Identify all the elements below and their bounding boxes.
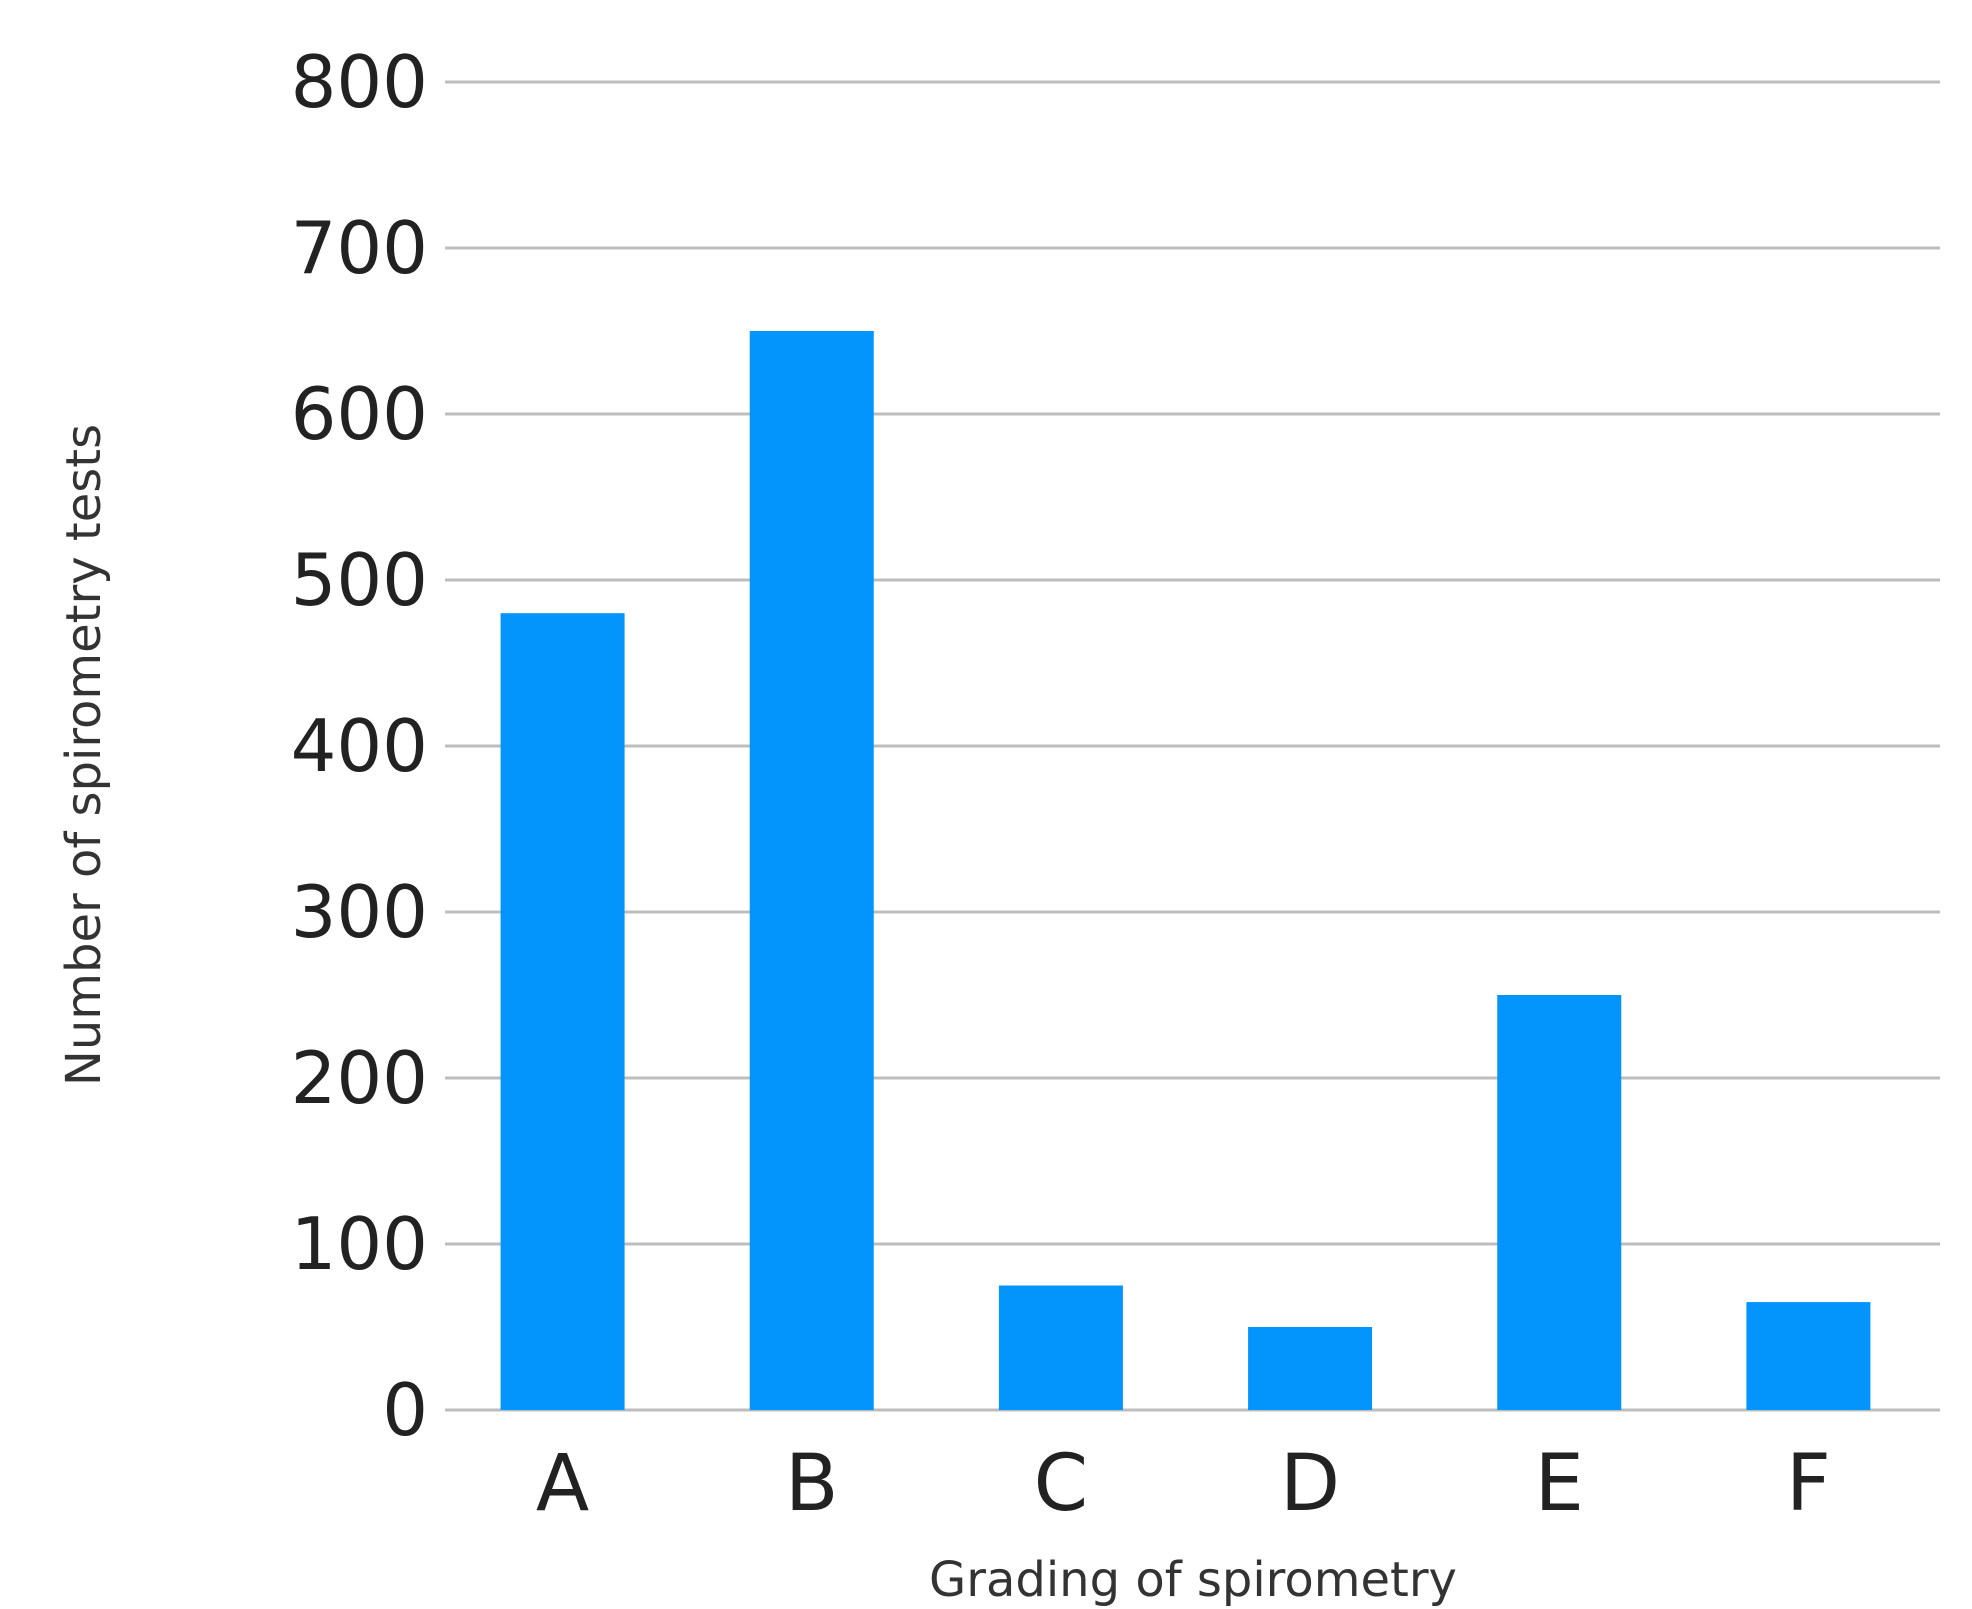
y-axis-label: Number of spirometry tests bbox=[56, 424, 112, 1086]
y-tick-label: 400 bbox=[291, 704, 428, 788]
y-tick-label: 100 bbox=[291, 1202, 428, 1286]
x-axis-ticks: A B C D E F bbox=[536, 1439, 1831, 1529]
y-tick-label: 0 bbox=[382, 1368, 428, 1452]
x-tick-label: B bbox=[785, 1439, 839, 1529]
bar-d bbox=[1248, 1327, 1373, 1410]
x-tick-label: E bbox=[1535, 1439, 1584, 1529]
bars bbox=[500, 331, 1871, 1410]
y-tick-label: 500 bbox=[291, 538, 428, 622]
x-tick-label: C bbox=[1034, 1439, 1088, 1529]
bar-c bbox=[998, 1285, 1123, 1410]
bar-b bbox=[749, 331, 874, 1410]
y-tick-label: 200 bbox=[291, 1036, 428, 1120]
x-axis-label: Grading of spirometry bbox=[929, 1552, 1457, 1608]
gridlines bbox=[445, 80, 1940, 1412]
y-tick-label: 600 bbox=[291, 372, 428, 456]
bar-a bbox=[500, 613, 625, 1410]
x-tick-label: D bbox=[1280, 1439, 1340, 1529]
y-tick-label: 700 bbox=[291, 206, 428, 290]
y-tick-label: 300 bbox=[291, 870, 428, 954]
bar-f bbox=[1746, 1302, 1871, 1410]
x-tick-label: A bbox=[536, 1439, 589, 1529]
bar-e bbox=[1497, 995, 1622, 1410]
y-tick-label: 800 bbox=[291, 40, 428, 124]
x-tick-label: F bbox=[1786, 1439, 1831, 1529]
y-axis-ticks: 0 100 200 300 400 500 600 700 800 bbox=[291, 40, 428, 1452]
